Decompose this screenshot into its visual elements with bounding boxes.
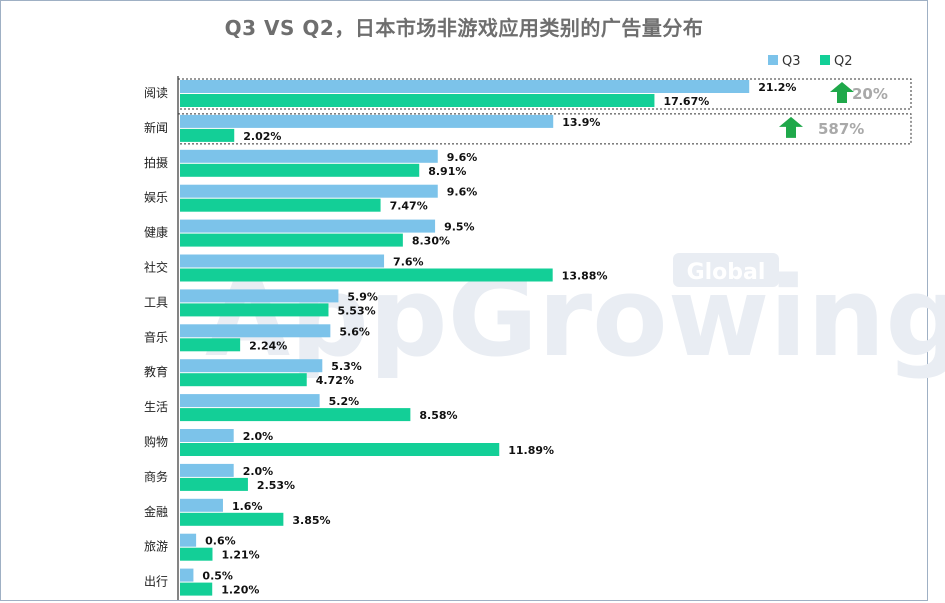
category-label: 教育	[144, 364, 168, 379]
legend-label-q2: Q2	[834, 54, 853, 69]
growth-label: 20%	[852, 85, 888, 103]
data-label: 1.20%	[221, 584, 259, 597]
data-label: 5.3%	[331, 360, 362, 373]
category-label: 旅游	[144, 540, 168, 554]
data-label: 2.24%	[249, 339, 287, 352]
legend-label-q3: Q3	[782, 54, 801, 69]
data-label: 5.53%	[337, 304, 375, 317]
data-label: 3.85%	[292, 514, 330, 527]
bar-q2	[180, 303, 329, 317]
data-label: 8.30%	[412, 235, 450, 248]
bar-q2	[180, 128, 235, 142]
data-label: 4.72%	[316, 374, 354, 387]
legend-swatch-q3	[768, 55, 778, 65]
category-label: 商务	[144, 469, 168, 484]
bar-q2	[180, 94, 655, 107]
data-label: 21.2%	[758, 81, 796, 94]
bar-q2	[180, 582, 213, 596]
legend-swatch-q2	[820, 55, 830, 65]
data-label: 0.5%	[202, 570, 233, 583]
bar-q2	[180, 268, 553, 282]
data-label: 8.58%	[419, 409, 457, 422]
bar-q3	[180, 568, 194, 582]
category-label: 购物	[144, 434, 168, 449]
data-label: 0.6%	[205, 535, 236, 548]
bar-q3	[180, 114, 554, 128]
bar-q2	[180, 233, 403, 247]
bar-q2	[180, 338, 241, 352]
data-label: 8.91%	[428, 165, 466, 178]
category-label: 出行	[144, 575, 168, 589]
data-label: 1.6%	[232, 500, 263, 513]
category-label: 拍摄	[144, 155, 168, 170]
bar-q3	[180, 80, 750, 93]
bar-q3	[180, 219, 436, 233]
bar-q3	[180, 498, 223, 512]
category-label: 金融	[144, 504, 168, 519]
data-label: 2.0%	[243, 465, 274, 478]
data-label: 5.2%	[329, 395, 360, 408]
data-label: 13.9%	[562, 116, 600, 129]
data-label: 5.9%	[347, 290, 378, 303]
chart-title: Q3 VS Q2，日本市场非游戏应用类别的广告量分布	[224, 16, 704, 40]
up-arrow-icon	[779, 116, 803, 138]
bar-q3	[180, 289, 339, 303]
bar-q2	[180, 512, 284, 526]
watermark-badge	[673, 253, 779, 287]
data-label: 9.5%	[444, 221, 475, 234]
up-arrow-icon	[830, 82, 854, 103]
data-label: 11.89%	[508, 444, 554, 457]
data-label: 7.6%	[393, 256, 424, 269]
bar-q3	[180, 254, 385, 268]
data-label: 13.88%	[562, 270, 608, 283]
data-label: 9.6%	[447, 186, 478, 199]
watermark: AppGrowing Global	[205, 253, 945, 381]
bar-q3	[180, 463, 234, 477]
data-label: 17.67%	[663, 95, 709, 108]
legend: Q3 Q2	[768, 54, 853, 69]
bar-q3	[180, 359, 323, 373]
bar-q2	[180, 443, 500, 456]
data-label: 9.6%	[447, 151, 478, 164]
data-label: 2.53%	[257, 479, 295, 492]
bar-q2	[180, 163, 420, 177]
data-label: 1.21%	[221, 549, 259, 562]
data-label: 7.47%	[390, 200, 428, 213]
category-label: 新闻	[144, 120, 168, 135]
category-label: 阅读	[144, 86, 168, 100]
watermark-badge-text: Global	[687, 260, 766, 285]
bar-q2	[180, 373, 307, 387]
bar-q3	[180, 324, 331, 338]
data-label: 2.0%	[243, 430, 274, 443]
bar-q2	[180, 547, 213, 561]
category-label: 社交	[144, 260, 168, 275]
category-label: 音乐	[144, 329, 168, 344]
category-label: 健康	[144, 225, 168, 240]
category-label: 生活	[144, 400, 168, 414]
bar-q3	[180, 533, 197, 547]
bar-q3	[180, 149, 438, 163]
bar-q2	[180, 477, 248, 491]
bar-q3	[180, 394, 320, 408]
bar-q2	[180, 408, 411, 422]
category-label: 工具	[144, 295, 168, 309]
bar-q2	[180, 198, 381, 212]
plot-area: 阅读 21.2%17.67%新闻 13.9%2.02%拍摄 9.6%8.91%娱乐 9.…	[144, 76, 912, 600]
annotation-box-2	[177, 113, 912, 145]
data-label: 5.6%	[339, 325, 370, 338]
bar-q3	[180, 429, 234, 442]
growth-label: 587%	[818, 120, 864, 138]
data-label: 2.02%	[243, 130, 281, 143]
bar-q3	[180, 184, 438, 198]
annotation-box-1	[177, 78, 912, 110]
category-label: 娱乐	[144, 191, 168, 205]
